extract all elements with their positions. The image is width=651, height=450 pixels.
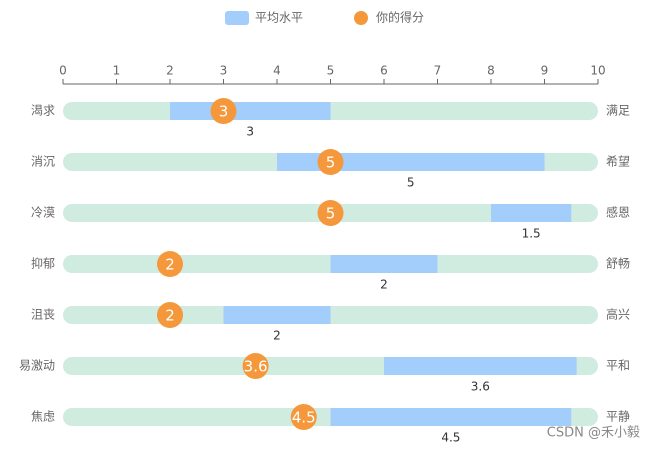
average-bar <box>491 204 572 222</box>
x-tick-label: 5 <box>327 64 335 78</box>
average-bar <box>384 357 577 375</box>
row-label-right: 高兴 <box>606 307 630 322</box>
x-tick-label: 0 <box>59 64 67 78</box>
legend-swatch <box>225 11 249 25</box>
score-label: 2 <box>165 307 175 325</box>
average-bar <box>330 408 572 426</box>
score-dot <box>242 353 269 379</box>
legend-swatch <box>354 11 368 25</box>
score-dot <box>210 98 237 124</box>
x-tick-label: 7 <box>434 64 442 78</box>
row-label-right: 平静 <box>606 410 630 424</box>
row-label-right: 舒畅 <box>606 257 630 271</box>
row-label-right: 希望 <box>606 154 630 169</box>
average-bar <box>170 102 331 120</box>
x-tick-label: 6 <box>380 64 388 78</box>
legend-label: 你的得分 <box>376 10 424 25</box>
row-label-left: 焦虑 <box>31 410 55 424</box>
score-label: 4.5 <box>292 409 316 427</box>
row-label-right: 感恩 <box>606 205 630 220</box>
bar-value-label: 1.5 <box>522 227 541 241</box>
legend-label: 平均水平 <box>255 11 303 25</box>
row-label-left: 消沉 <box>31 155 55 169</box>
score-dot <box>157 251 183 277</box>
x-tick-label: 8 <box>487 64 495 78</box>
bar-value-label: 3.6 <box>471 380 490 394</box>
score-label: 2 <box>165 256 175 274</box>
row-label-left: 抑郁 <box>31 256 55 271</box>
score-label: 3.6 <box>244 358 268 376</box>
bar-value-label: 2 <box>273 329 281 343</box>
score-dot <box>317 200 344 226</box>
x-tick-label: 10 <box>590 64 605 78</box>
row-label-right: 平和 <box>606 359 630 373</box>
score-label: 5 <box>326 205 336 223</box>
average-bar <box>223 306 331 324</box>
x-tick-label: 1 <box>113 64 121 78</box>
x-tick-label: 3 <box>220 64 228 78</box>
score-dot <box>317 149 344 175</box>
x-tick-label: 2 <box>166 64 174 78</box>
average-bar <box>277 153 545 171</box>
bar-value-label: 2 <box>380 278 388 292</box>
score-dot <box>290 404 317 430</box>
row-label-left: 冷漠 <box>31 206 55 220</box>
row-label-right: 满足 <box>606 104 630 118</box>
x-tick-label: 4 <box>273 64 281 78</box>
score-dot <box>157 302 183 328</box>
row-label-left: 渴求 <box>31 104 55 118</box>
score-label: 5 <box>326 154 336 172</box>
x-tick-label: 9 <box>541 64 549 78</box>
bar-value-label: 5 <box>407 176 415 190</box>
average-bar <box>330 255 438 273</box>
row-label-left: 易激动 <box>19 359 55 373</box>
score-label: 3 <box>219 103 229 121</box>
watermark: CSDN @禾小毅 <box>547 425 640 441</box>
bar-value-label: 4.5 <box>441 431 460 445</box>
row-label-left: 沮丧 <box>31 308 55 322</box>
bar-value-label: 3 <box>246 125 254 139</box>
